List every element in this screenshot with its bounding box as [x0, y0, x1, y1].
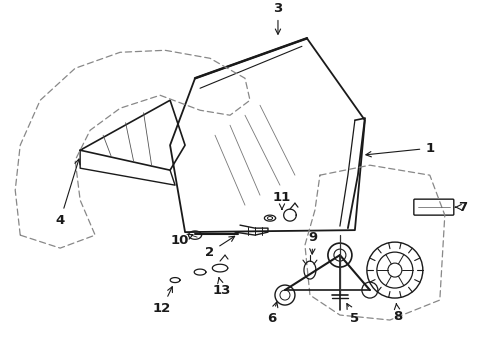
Text: 4: 4 — [55, 159, 80, 227]
Text: 11: 11 — [273, 191, 291, 210]
Text: 3: 3 — [273, 2, 283, 34]
Text: 10: 10 — [171, 234, 193, 247]
Text: 8: 8 — [393, 304, 402, 323]
Text: 2: 2 — [205, 236, 235, 258]
Text: 6: 6 — [268, 302, 278, 324]
Text: 7: 7 — [455, 201, 467, 213]
Text: 1: 1 — [366, 142, 435, 157]
Text: 5: 5 — [347, 303, 360, 324]
Text: 12: 12 — [153, 287, 172, 315]
Text: 9: 9 — [308, 231, 318, 254]
Text: 13: 13 — [213, 278, 231, 297]
